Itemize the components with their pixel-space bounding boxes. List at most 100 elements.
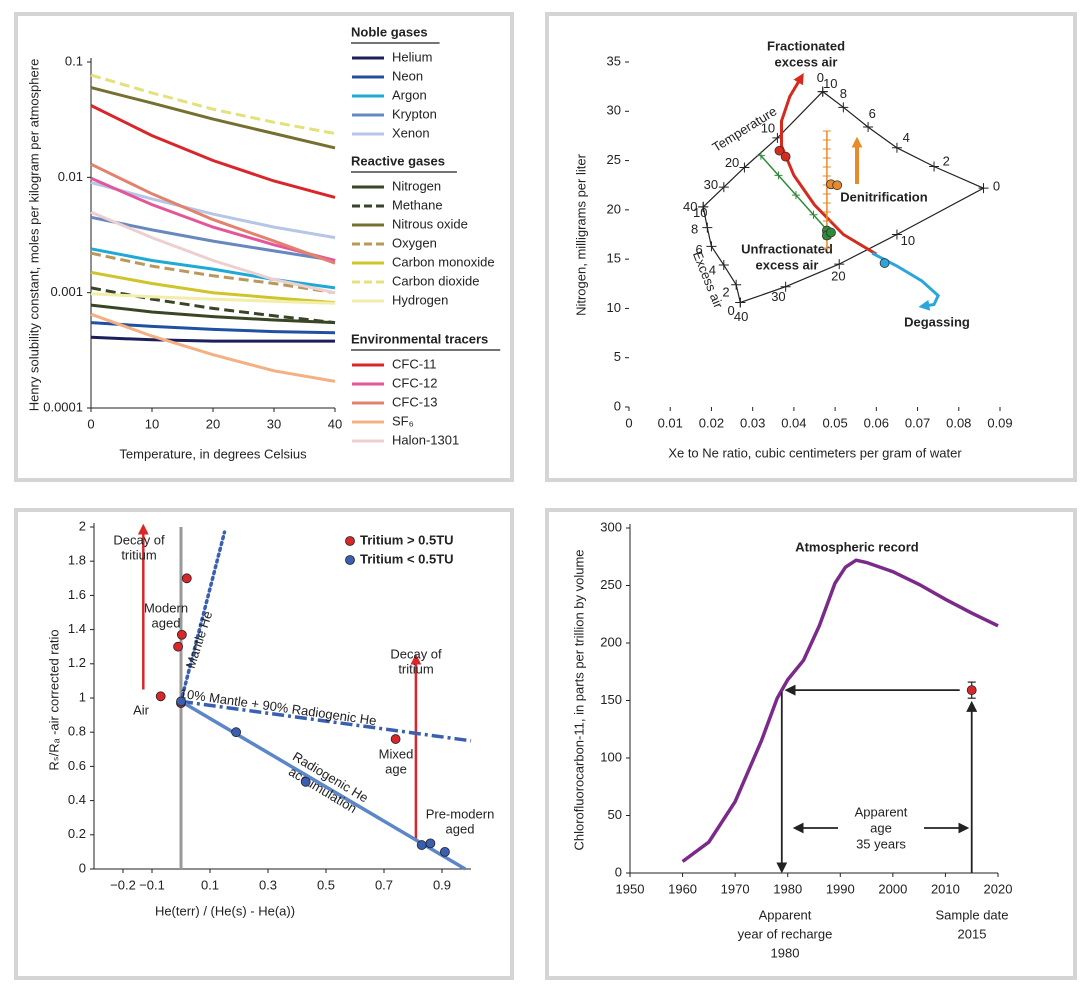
y-axis-label: Rₛ/Rₐ -air corrected ratio	[46, 629, 61, 770]
frame-tick-label: 30	[704, 177, 718, 192]
frame-tick-label: 4	[709, 263, 716, 278]
x-tick-label: 1960	[668, 881, 697, 896]
frame-tick	[891, 229, 902, 240]
y-tick-label: 0.4	[68, 792, 86, 807]
x-axis-label: Xe to Ne ratio, cubic centimeters per gr…	[668, 445, 962, 460]
x-tick-label: 2010	[931, 881, 960, 896]
annotation: Apparent	[855, 804, 908, 819]
y-tick-label: 30	[607, 103, 621, 118]
reference-line	[180, 699, 472, 743]
x-tick-label: 10	[145, 416, 159, 431]
legend-label: SF₆	[392, 413, 414, 428]
series-line	[90, 215, 336, 262]
y-tick-label: 15	[607, 251, 621, 266]
series-line	[90, 312, 336, 383]
annotation: excess air	[775, 54, 838, 69]
curve-tick	[774, 171, 783, 180]
x-tick-label: 0.01	[658, 415, 683, 430]
series-label: Atmospheric record	[795, 539, 919, 554]
reference-line	[180, 699, 467, 871]
series-line	[90, 210, 336, 295]
annotation: Fractionated	[767, 38, 845, 53]
point	[780, 151, 791, 162]
y-tick-label: 10	[607, 300, 621, 315]
annotation: Decay of	[113, 532, 165, 547]
y-tick-label: 1	[79, 689, 86, 704]
legend-label: Krypton	[392, 106, 437, 121]
x-tick-label: 0.1	[201, 877, 219, 892]
frame-tick-label: 20	[725, 155, 739, 170]
point	[390, 734, 401, 744]
series-line	[681, 558, 999, 863]
x-tick-label: 0.09	[987, 415, 1012, 430]
frame-tick-label: 2	[722, 284, 729, 299]
legend-label: Xenon	[392, 125, 430, 140]
series-line	[90, 73, 336, 135]
point	[300, 776, 311, 787]
y-tick-label: 1.8	[68, 553, 86, 568]
y-tick-label: 100	[600, 749, 622, 764]
frame-tick-label: 8	[840, 86, 847, 101]
curve	[871, 251, 941, 311]
series-line	[90, 86, 336, 150]
series-line	[90, 247, 336, 290]
frame-tick-label: 6	[869, 106, 876, 121]
frame-tick-label: 0	[817, 70, 824, 85]
x-axis-label: Temperature, in degrees Celsius	[119, 446, 307, 461]
curve-tick	[791, 191, 800, 200]
point	[176, 696, 186, 707]
annotation: Apparent year of recharge 1980	[738, 907, 833, 960]
x-tick-label: 0.3	[259, 877, 277, 892]
x-tick-label: 0.02	[699, 415, 724, 430]
panel	[545, 508, 1077, 980]
legend-label: CFC-12	[392, 375, 438, 390]
frame-tick	[702, 222, 713, 233]
y-tick-label: 250	[600, 577, 622, 592]
legend-label: Halon-1301	[392, 432, 459, 447]
annotation: Pre-modern	[426, 806, 495, 821]
x-tick-label: 0.5	[317, 877, 335, 892]
y-tick-label: 20	[607, 201, 621, 216]
y-tick-label: 2	[79, 518, 86, 533]
y-tick-label: 1.4	[68, 621, 86, 636]
frame-tick	[863, 122, 874, 133]
legend-marker	[345, 536, 355, 546]
annotation: Apparent	[759, 907, 812, 922]
point	[826, 227, 836, 238]
frame-tick	[698, 201, 709, 212]
annotation: Unfractionated	[741, 241, 833, 256]
frame-tick-label: 10	[761, 120, 775, 135]
y-tick-label: 0	[79, 860, 86, 875]
legend-label: Nitrogen	[392, 178, 441, 193]
frame-tick	[978, 183, 989, 194]
series-line	[90, 270, 336, 305]
y-axis-label: Henry solubility constant, moles per kil…	[26, 59, 41, 412]
x-tick-label: 0.06	[864, 415, 889, 430]
legend-group-title: Environmental tracers	[351, 331, 488, 346]
frame-tick	[929, 161, 940, 172]
annotation: 35 years	[856, 836, 906, 851]
point	[173, 641, 184, 652]
frame-tick	[718, 182, 729, 193]
series-line	[90, 286, 336, 325]
frame-tick	[735, 297, 746, 308]
panel	[545, 12, 1077, 482]
legend-label: CFC-13	[392, 394, 438, 409]
legend-group-title: Noble gases	[351, 24, 428, 39]
annotation: excess air	[756, 257, 819, 272]
x-tick-label: 0.04	[781, 415, 806, 430]
series-line	[90, 335, 335, 343]
series-line	[90, 251, 336, 295]
y-tick-label: 0	[615, 864, 622, 879]
frame-tick	[838, 102, 849, 113]
annotation: aged	[446, 821, 475, 836]
frame-tick-label: 10	[823, 76, 837, 91]
legend-label: Helium	[392, 49, 432, 64]
x-axis-label: He(terr) / (He(s) - He(a))	[155, 903, 295, 918]
curve-tick	[756, 151, 765, 160]
panel	[14, 508, 514, 980]
frame-tick	[780, 281, 791, 292]
